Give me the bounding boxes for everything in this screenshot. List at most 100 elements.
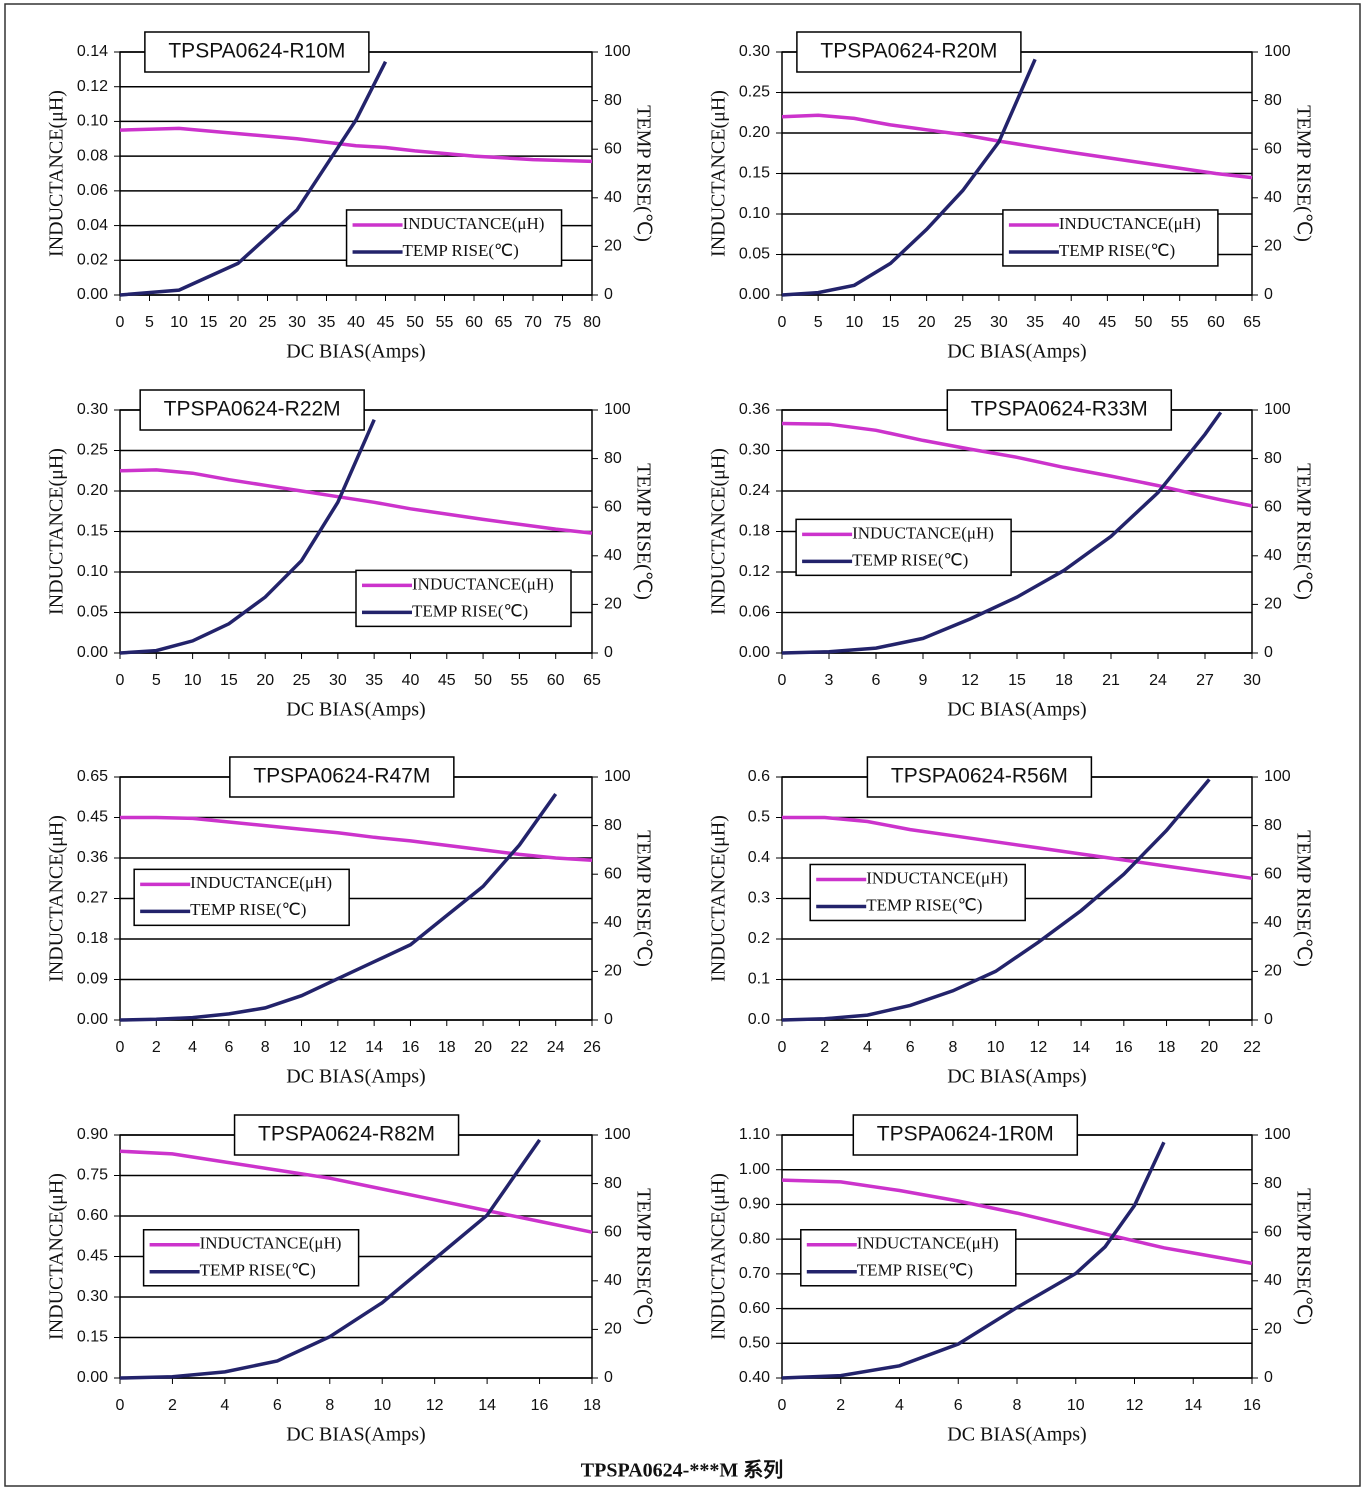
- y2-tick-label: 80: [604, 92, 622, 109]
- x-tick-label: 0: [778, 1397, 787, 1414]
- y2-tick-label: 100: [1264, 1126, 1291, 1143]
- y2-axis-label: TEMP RISE(℃): [632, 1188, 654, 1325]
- x-tick-label: 15: [220, 672, 238, 689]
- x-tick-label: 15: [200, 314, 218, 331]
- y2-tick-label: 60: [604, 140, 622, 157]
- legend-label: INDUCTANCE(μH): [412, 574, 554, 593]
- x-axis-label: DC BIAS(Amps): [286, 1066, 425, 1088]
- y-tick-label: 0.6: [748, 768, 770, 785]
- x-tick-label: 6: [273, 1397, 282, 1414]
- x-tick-label: 50: [1135, 314, 1153, 331]
- x-tick-label: 24: [1149, 672, 1167, 689]
- x-tick-label: 45: [377, 314, 395, 331]
- x-tick-label: 20: [474, 1039, 492, 1056]
- y-tick-label: 0.75: [77, 1167, 108, 1184]
- x-tick-label: 12: [329, 1039, 347, 1056]
- legend-label: INDUCTANCE(μH): [1059, 214, 1201, 233]
- y-tick-label: 0.00: [77, 1369, 108, 1386]
- y-tick-label: 0.1: [748, 971, 770, 988]
- y-tick-label: 0.00: [77, 1011, 108, 1028]
- y2-tick-label: 60: [1264, 498, 1282, 515]
- x-tick-label: 16: [402, 1039, 420, 1056]
- legend-label: TEMP RISE(℃): [866, 895, 982, 914]
- x-tick-label: 4: [895, 1397, 904, 1414]
- y2-tick-label: 0: [1264, 286, 1273, 303]
- y-tick-label: 0.65: [77, 768, 108, 785]
- x-tick-label: 10: [373, 1397, 391, 1414]
- y2-tick-label: 80: [1264, 817, 1282, 834]
- y-axis-label: INDUCTANCE(μH): [46, 815, 68, 982]
- series-line: [781, 421, 1253, 508]
- y2-tick-label: 100: [604, 43, 631, 60]
- y-tick-label: 0.40: [739, 1369, 770, 1386]
- x-tick-label: 10: [184, 672, 202, 689]
- x-tick-label: 30: [1243, 672, 1261, 689]
- title-box: [139, 389, 365, 431]
- x-tick-label: 20: [229, 314, 247, 331]
- x-tick-label: 12: [961, 672, 979, 689]
- x-tick-label: 55: [510, 672, 528, 689]
- y-axis-label: INDUCTANCE(μH): [708, 815, 730, 982]
- x-tick-label: 35: [318, 314, 336, 331]
- y-tick-label: 0.06: [77, 182, 108, 199]
- y-tick-label: 0.24: [739, 482, 770, 499]
- x-tick-label: 6: [906, 1039, 915, 1056]
- series-line: [781, 411, 1223, 655]
- x-tick-label: 18: [1158, 1039, 1176, 1056]
- y-tick-label: 0.4: [748, 849, 770, 866]
- y2-tick-label: 80: [604, 1175, 622, 1192]
- chart: 0.0 0.1 0.2 0.3 0.4 0.5 0.6 0 20 40 60 80 100 0 2 4 6 8 10…: [708, 756, 1314, 1088]
- legend-box: [800, 1229, 1017, 1287]
- y-tick-label: 0.14: [77, 43, 108, 60]
- y2-tick-label: 0: [1264, 644, 1273, 661]
- x-tick-label: 55: [436, 314, 454, 331]
- y2-axis-label: TEMP RISE(℃): [632, 830, 654, 967]
- x-tick-label: 10: [987, 1039, 1005, 1056]
- x-tick-label: 25: [293, 672, 311, 689]
- x-tick-label: 25: [954, 314, 972, 331]
- chart-title: TPSPA0624-R82M: [258, 1123, 435, 1146]
- y-tick-label: 0.90: [739, 1196, 770, 1213]
- x-tick-label: 24: [547, 1039, 565, 1056]
- x-tick-label: 14: [365, 1039, 383, 1056]
- series-line: [781, 1178, 1253, 1266]
- legend-label: TEMP RISE(℃): [857, 1261, 973, 1280]
- legend-label: INDUCTANCE(μH): [403, 214, 545, 233]
- y-axis-label: INDUCTANCE(μH): [708, 448, 730, 615]
- chart: 0.000.050.100.150.200.250.30020406080100…: [708, 31, 1314, 363]
- series-line: [781, 113, 1253, 180]
- y-tick-label: 0.20: [77, 482, 108, 499]
- y2-tick-label: 80: [1264, 92, 1282, 109]
- x-tick-label: 20: [256, 672, 274, 689]
- legend-label: TEMP RISE(℃): [1059, 241, 1175, 260]
- y-tick-label: 0.30: [739, 43, 770, 60]
- y2-tick-label: 40: [1264, 1272, 1282, 1289]
- x-tick-label: 25: [259, 314, 277, 331]
- x-tick-label: 0: [116, 314, 125, 331]
- y-tick-label: 0.10: [77, 113, 108, 130]
- y-tick-label: 0.08: [77, 147, 108, 164]
- x-tick-label: 15: [882, 314, 900, 331]
- x-tick-label: 40: [402, 672, 420, 689]
- y2-tick-label: 100: [604, 401, 631, 418]
- legend-label: INDUCTANCE(μH): [857, 1234, 999, 1253]
- y2-tick-label: 40: [1264, 189, 1282, 206]
- y-tick-label: 0.36: [77, 849, 108, 866]
- y-axis-label: INDUCTANCE(μH): [46, 1173, 68, 1340]
- y2-tick-label: 80: [1264, 450, 1282, 467]
- series-line: [782, 815, 1253, 881]
- legend-box: [1002, 209, 1219, 267]
- legend-label: INDUCTANCE(μH): [200, 1234, 342, 1253]
- x-tick-label: 10: [170, 314, 188, 331]
- chart: 0.400.500.600.700.800.901.001.1002040608…: [708, 1114, 1314, 1446]
- y-tick-label: 0.05: [739, 246, 770, 263]
- y-axis-label: INDUCTANCE(μH): [708, 1173, 730, 1340]
- x-tick-label: 26: [583, 1039, 601, 1056]
- y-tick-label: 0.27: [77, 890, 108, 907]
- x-tick-label: 12: [426, 1397, 444, 1414]
- y-axis-label: INDUCTANCE(μH): [46, 448, 68, 615]
- y-tick-label: 0.60: [739, 1300, 770, 1317]
- series-line: [119, 792, 558, 1022]
- x-tick-label: 40: [1062, 314, 1080, 331]
- y-tick-label: 0.60: [77, 1207, 108, 1224]
